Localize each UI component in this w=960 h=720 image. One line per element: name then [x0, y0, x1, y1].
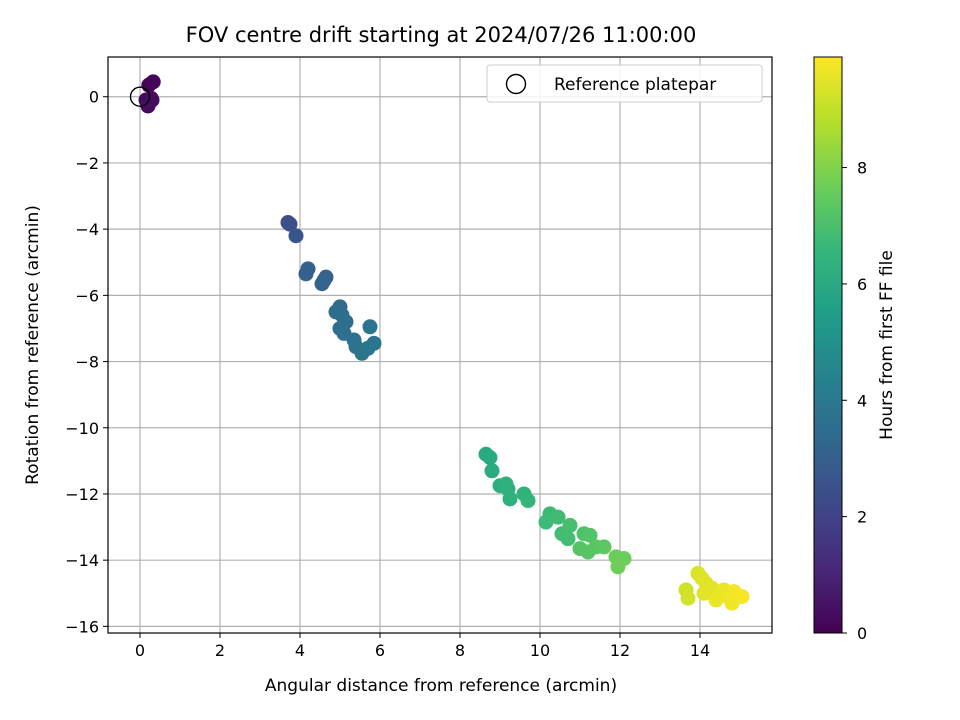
x-tick-label: 2	[215, 641, 225, 660]
data-point	[680, 590, 696, 606]
x-axis-title: Angular distance from reference (arcmin)	[265, 676, 617, 696]
x-tick-label: 4	[295, 641, 305, 660]
plot-frame	[107, 56, 773, 634]
data-point	[288, 228, 304, 244]
data-point	[610, 559, 626, 575]
y-tick-label: −10	[65, 419, 99, 438]
data-point	[362, 319, 378, 335]
y-tick-label: −14	[65, 551, 99, 570]
y-tick-label: −6	[75, 286, 99, 305]
x-tick-label: 14	[690, 641, 710, 660]
x-tick-label: 8	[455, 641, 465, 660]
data-point	[520, 493, 536, 509]
grid-lines	[108, 57, 772, 633]
colorbar-tick-label: 4	[857, 391, 867, 410]
data-point	[144, 92, 160, 108]
chart-title: FOV centre drift starting at 2024/07/26 …	[186, 23, 697, 47]
x-tick-label: 10	[530, 641, 550, 660]
colorbar-tick-label: 6	[857, 275, 867, 294]
data-point	[596, 539, 612, 555]
data-point	[482, 450, 498, 466]
data-point	[502, 491, 518, 507]
y-tick-label: 0	[89, 88, 99, 107]
colorbar-ticks: 0 2 4 6 8	[842, 159, 867, 643]
reference-marker	[129, 86, 151, 107]
colorbar-gradient	[813, 56, 843, 634]
data-point	[145, 74, 161, 90]
y-tick-label: −12	[65, 485, 99, 504]
data-point	[562, 517, 578, 533]
reference-point	[129, 86, 151, 107]
colorbar-tick-label: 8	[857, 159, 867, 178]
data-point	[560, 531, 576, 547]
data-point	[582, 527, 598, 543]
colorbar-tick-label: 0	[857, 624, 867, 643]
data-point	[708, 592, 724, 608]
x-tick-label: 0	[135, 641, 145, 660]
y-tick-label: −2	[75, 154, 99, 173]
legend-label: Reference platepar	[554, 75, 716, 95]
y-axis-ticks: 0 −2 −4 −6 −8 −10 −12 −14 −16	[65, 88, 108, 636]
data-point	[696, 585, 712, 601]
legend-box	[486, 64, 763, 103]
x-axis-ticks: 0 2 4 6 8 10 12 14	[135, 633, 710, 660]
legend: Reference platepar	[486, 64, 763, 103]
colorbar-label: Hours from first FF file	[877, 250, 897, 440]
data-point	[298, 266, 314, 282]
data-point	[316, 272, 332, 288]
y-tick-label: −8	[75, 353, 99, 372]
data-point	[734, 589, 750, 605]
x-tick-label: 12	[610, 641, 630, 660]
data-point	[282, 216, 298, 232]
data-point	[484, 463, 500, 479]
legend-marker	[505, 73, 527, 95]
colorbar: 0 2 4 6 8 Hours from first FF file	[813, 56, 897, 643]
y-tick-label: −16	[65, 617, 99, 636]
data-point	[366, 335, 382, 351]
x-tick-label: 6	[375, 641, 385, 660]
data-point	[538, 514, 554, 530]
data-point	[550, 509, 566, 525]
y-axis-title: Rotation from reference (arcmin)	[23, 205, 43, 485]
scatter-points	[138, 74, 750, 611]
y-tick-label: −4	[75, 220, 99, 239]
colorbar-tick-label: 2	[857, 508, 867, 527]
